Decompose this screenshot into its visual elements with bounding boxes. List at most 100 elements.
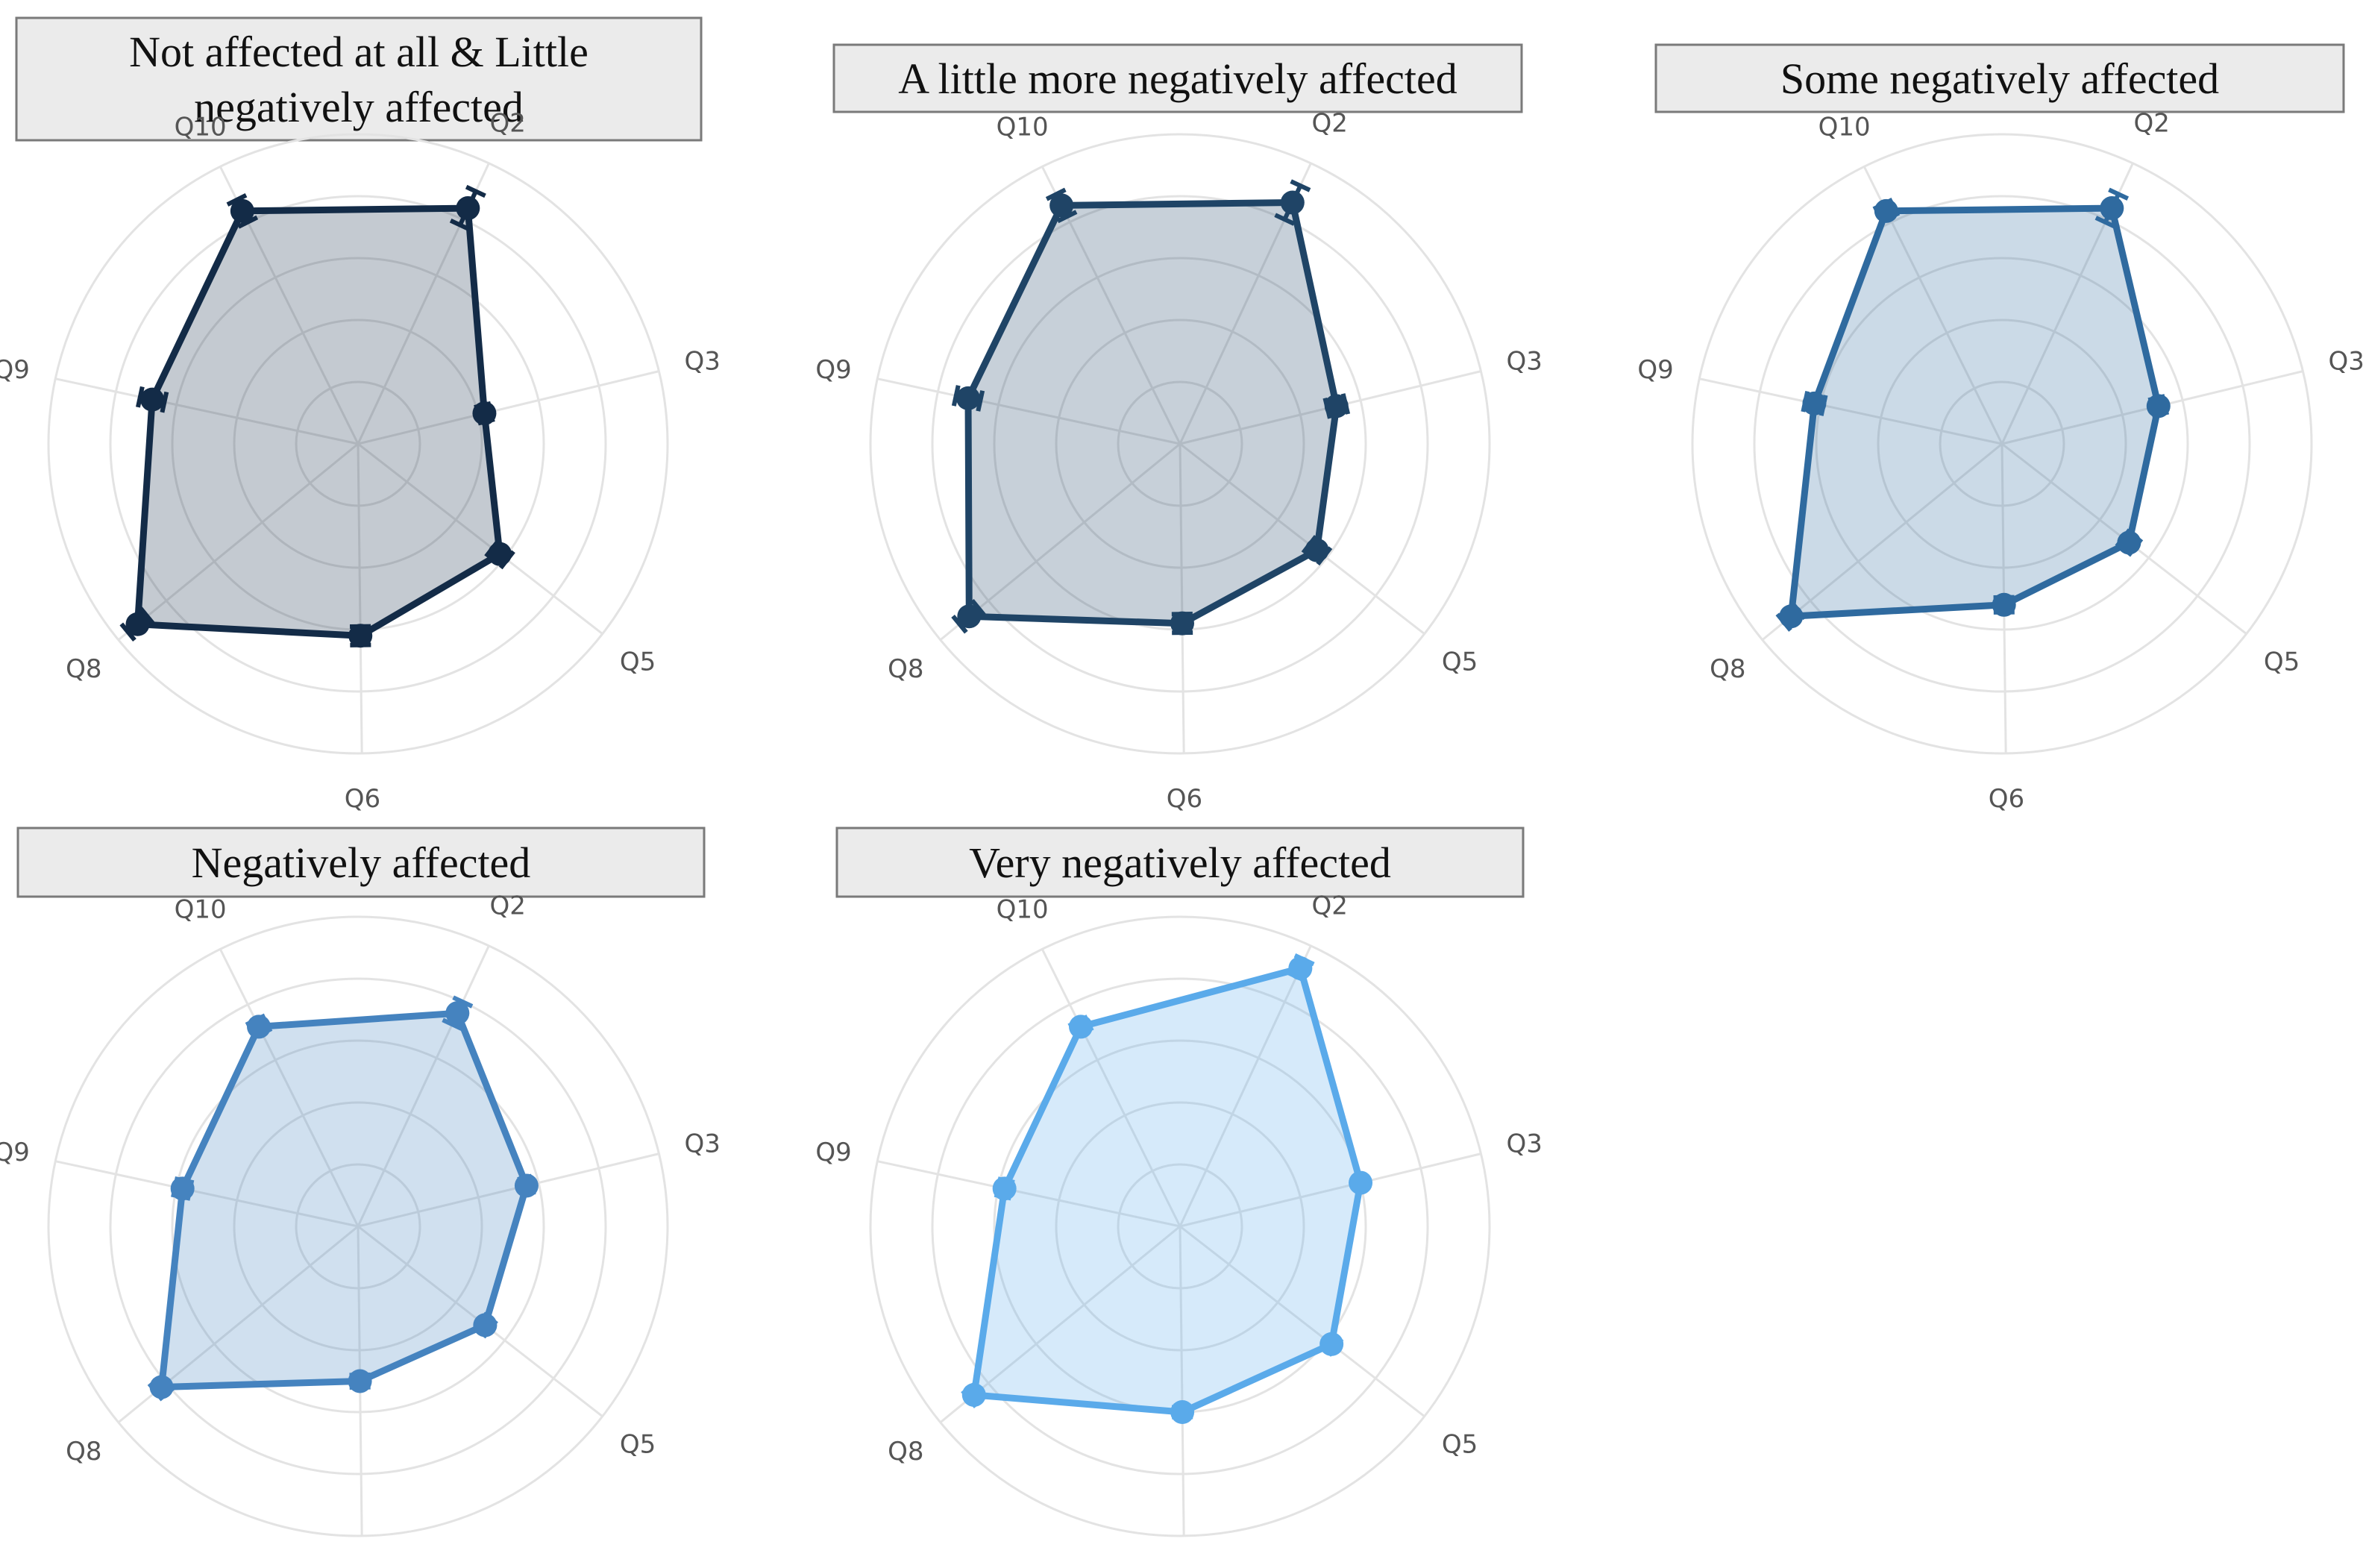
data-point-q6 [1992,592,2016,617]
data-point-q10 [1049,193,1074,218]
grid-ring [233,319,483,569]
grid-spoke [219,948,360,1227]
error-bar-cap [970,598,988,618]
axis-label-q8: Q8 [888,654,923,684]
axis-label-q10: Q10 [175,895,227,925]
data-point-q8 [149,1375,174,1399]
axis-label-q3: Q3 [1507,1129,1543,1159]
axis-label-q5: Q5 [620,647,656,677]
panel-title: negatively affected [194,83,524,131]
data-point-q9 [992,1176,1017,1201]
grid-ring [47,915,669,1537]
grid-ring [1877,319,2127,569]
axis-label-q9: Q9 [1637,355,1673,385]
data-point-q10 [1069,1015,1093,1039]
data-point-q6 [1170,611,1195,636]
data-point-q10 [230,198,254,223]
data-point-q2 [1288,956,1313,980]
axis-label-q10: Q10 [175,113,227,142]
grid-ring [233,1101,483,1352]
error-bar-cap [951,615,968,634]
axis-label-q2: Q2 [490,891,526,921]
error-bar-cap [237,215,259,229]
grid-ring [1753,195,2251,693]
grid-spoke [1179,1226,1185,1536]
data-point-q3 [2146,394,2171,418]
grid-spoke [357,443,363,753]
axis-label-q9: Q9 [0,1138,30,1167]
axis-label-q6: Q6 [1989,784,2024,814]
error-bar-cap [139,606,156,626]
grid-ring [171,1039,545,1414]
axis-label-q6: Q6 [345,1567,380,1568]
series-polygon [158,1009,530,1390]
data-point-q9 [170,1176,195,1201]
grid-spoke [117,442,359,641]
panel-title-box [1654,43,2345,113]
axis-label-q8: Q8 [66,1437,101,1467]
axis-label-q5: Q5 [1442,1430,1478,1460]
grid-ring [109,977,607,1476]
grid-spoke [876,377,1181,445]
data-point-q3 [1349,1170,1373,1195]
data-point-q8 [1779,604,1804,629]
data-point-q3 [1324,394,1349,418]
error-bar-cap [442,1017,463,1031]
axis-label-q8: Q8 [66,654,101,684]
data-point-q10 [1874,198,1898,223]
error-bar-cap [1290,179,1311,192]
data-point-q9 [955,386,980,410]
panel-title-box [15,16,703,142]
data-point-q8 [957,604,982,629]
panel-title: Some negatively affected [1780,54,2219,103]
data-point-q5 [473,1313,498,1337]
error-bar-cap [449,218,471,232]
axis-label-q2: Q2 [2134,109,2170,139]
data-point-q2 [445,1001,470,1026]
data-point-q6 [348,1369,372,1393]
grid-spoke [357,945,490,1227]
error-bar-cap [136,386,145,408]
error-bar-cap [465,184,486,198]
data-point-q2 [2100,196,2124,221]
error-bar-cap [119,622,136,642]
panel-title: A little more negatively affected [898,54,1457,103]
error-bar-cap [452,995,474,1009]
error-bar-cap [226,193,248,207]
panel-title-box [832,43,1523,113]
radar-panel-2: A little more negatively affected Q2 Q3 Q5 Q… [815,43,1543,814]
axis-label-q6: Q6 [345,784,380,814]
series-polygon [1787,204,2162,620]
axis-label-q9: Q9 [815,1138,851,1167]
error-bar-cap [976,390,985,412]
grid-ring [1691,133,2313,755]
axis-label-q3: Q3 [685,1129,721,1159]
error-bar-cap [1274,213,1296,226]
error-bar-cap [160,391,169,413]
grid-spoke [1761,442,2003,641]
grid-spoke [1179,443,1185,753]
grid-spoke [1179,1225,1425,1417]
axis-label-q9: Q9 [0,355,30,385]
grid-spoke [54,377,359,445]
radar-panel-5: Very negatively affected Q2 Q3 Q5 Q6 Q8 Q9 Q10 [815,827,1543,1568]
axis-label-q10: Q10 [1818,113,1871,142]
axis-label-q5: Q5 [1442,647,1478,677]
grid-ring [931,195,1429,693]
grid-ring [1815,257,2189,631]
axis-label-q3: Q3 [685,347,721,377]
data-point-q9 [140,387,165,412]
grid-spoke [1179,442,1425,635]
grid-ring [47,133,669,755]
data-point-q5 [488,542,512,566]
axis-label-q3: Q3 [2329,347,2363,377]
data-point-q5 [1305,538,1329,562]
error-bar-cap [951,385,961,407]
grid-spoke [54,1160,359,1228]
data-point-q5 [2117,530,2141,555]
grid-ring [869,133,1491,755]
grid-spoke [357,370,659,445]
axis-label-q6: Q6 [1167,784,1202,814]
error-bar-cap [1056,210,1078,224]
